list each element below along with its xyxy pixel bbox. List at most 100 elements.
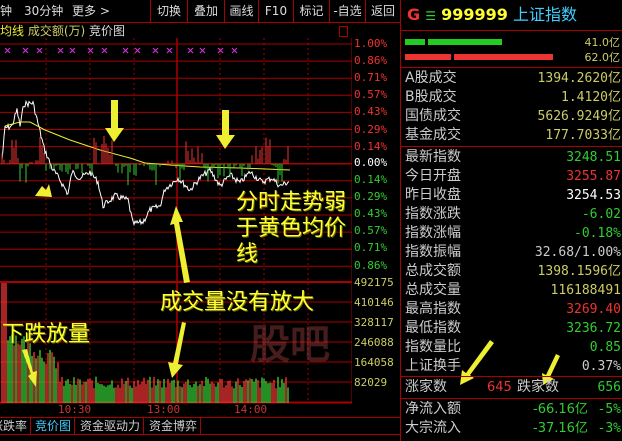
stat-row: 总成交量 116188491	[405, 281, 621, 300]
annotation-weak-trend: 分时走势弱于黄色均价线	[236, 190, 347, 267]
toolbar: 钟 30分钟 更多 > 切换 叠加 画线 F10 标记 -自选 返回	[0, 0, 400, 23]
flow-row: 大宗流入 -37.16亿 -3%	[405, 419, 621, 438]
turnover-row: 国债成交 5626.9249亿	[405, 107, 621, 126]
period-30min[interactable]: 30分钟	[24, 4, 64, 18]
price-axis-label: 0.43%	[354, 207, 388, 221]
intraday-chart	[0, 38, 352, 404]
green-bar-2	[428, 39, 502, 45]
row-value: 3255.87	[566, 169, 621, 184]
f10-button[interactable]: F10	[258, 0, 293, 23]
indicator-bar: 均线 成交额(万) 竞价图	[0, 24, 352, 39]
auction-marker	[152, 47, 159, 54]
row-value: 0.37%	[581, 359, 621, 374]
stat-row: 指数振幅 32.68/1.00%	[405, 243, 621, 262]
row-value: 1398.1596亿	[537, 264, 621, 279]
stat-row: 最低指数 3236.72	[405, 319, 621, 338]
row-label: B股成交	[405, 89, 457, 105]
auction-marker	[4, 47, 11, 54]
tab-rise-fall-rate[interactable]: 涨跌率	[0, 418, 32, 435]
security-code: 999999	[441, 5, 508, 24]
stat-row: 指数涨幅 -0.18%	[405, 224, 621, 243]
row-label: 指数涨幅	[405, 225, 461, 241]
price-axis-label: 0.43%	[354, 105, 388, 119]
flow-pct: -3%	[597, 421, 621, 436]
row-label: 昨日收盘	[405, 187, 461, 203]
row-value: 3248.51	[566, 150, 621, 165]
row-value: 0.85	[589, 340, 621, 355]
tab-fund-drive[interactable]: 资金驱动力	[77, 418, 145, 435]
red-bar-value: 62.0亿	[584, 51, 621, 64]
auction-marker	[199, 47, 206, 54]
green-bar-value: 41.0亿	[584, 36, 621, 49]
arrow-icon	[22, 100, 560, 387]
turnover-row: A股成交 1394.2620亿	[405, 69, 621, 88]
volume-axis-label: 82029	[354, 376, 388, 389]
g-badge: G	[407, 5, 421, 24]
stat-row: 最高指数 3269.40	[405, 300, 621, 319]
row-label: 指数振幅	[405, 244, 461, 260]
down-count: 656	[597, 380, 621, 395]
mark-button[interactable]: 标记	[293, 0, 329, 23]
row-label: 总成交额	[405, 263, 461, 279]
stat-row: 总成交额 1398.1596亿	[405, 262, 621, 281]
row-value: 3254.53	[566, 188, 621, 203]
price-axis-label: 0.57%	[354, 224, 388, 238]
annotation-fall-volume: 下跌放量	[2, 322, 91, 347]
overlay-button[interactable]: 叠加	[187, 0, 224, 23]
security-name: 上证指数	[512, 5, 577, 24]
time-axis-label: 13:00	[147, 403, 181, 416]
auction-marker	[166, 47, 173, 54]
auction-marker	[101, 47, 108, 54]
price-axis-label: 0.71%	[354, 71, 388, 85]
stat-row: 指数涨跌 -6.02	[405, 205, 621, 224]
time-axis-label: 14:00	[234, 403, 268, 416]
maximize-icon[interactable]	[339, 26, 348, 37]
flow-pct: -5%	[597, 402, 621, 417]
price-line	[1, 100, 290, 227]
auction-marker	[122, 47, 129, 54]
breadth-row: 涨家数 645 跌家数 656	[405, 378, 621, 397]
row-value: 3236.72	[566, 321, 621, 336]
flow-value: -66.16亿	[533, 402, 588, 417]
row-label: 上证换手	[405, 358, 461, 374]
avg-line-label: 均线	[0, 24, 25, 38]
period-1min[interactable]: 钟	[0, 4, 13, 18]
price-axis-label: 0.86%	[354, 54, 388, 68]
row-value: 177.7033亿	[545, 128, 621, 143]
turnover-row: 基金成交 177.7033亿	[405, 126, 621, 145]
price-axis-zero: 0.00%	[354, 156, 388, 169]
auction-marker	[36, 47, 43, 54]
red-bar-1	[405, 54, 451, 60]
switch-button[interactable]: 切换	[150, 0, 187, 23]
more-periods[interactable]: 更多 >	[72, 4, 110, 18]
stat-row: 昨日收盘 3254.53	[405, 186, 621, 205]
menu-icon[interactable]: ☰	[425, 9, 436, 23]
tab-fund-game[interactable]: 资金博弈	[146, 418, 202, 435]
draw-line-button[interactable]: 画线	[224, 0, 258, 23]
row-label: 总成交量	[405, 282, 461, 298]
bottom-tabs: 涨跌率 竞价图 资金驱动力 资金博弈	[0, 417, 400, 435]
stat-row: 上证换手 0.37%	[405, 357, 621, 376]
row-value: -6.02	[581, 207, 621, 222]
price-axis-label: 1.00%	[354, 37, 388, 50]
green-bar-1	[405, 39, 425, 45]
auction-marker	[217, 47, 224, 54]
quote-header: G ☰ 999999 上证指数	[407, 5, 577, 26]
row-label: 净流入额	[405, 401, 461, 417]
row-label: 最高指数	[405, 301, 461, 317]
row-label: 大宗流入	[405, 420, 461, 436]
row-label: 最低指数	[405, 320, 461, 336]
back-button[interactable]: 返回	[365, 0, 400, 23]
remove-watchlist-button[interactable]: -自选	[329, 0, 365, 23]
auction-label[interactable]: 竞价图	[89, 24, 126, 38]
red-bar-2	[454, 54, 553, 60]
price-axis-label: 0.57%	[354, 88, 388, 102]
down-count-label: 跌家数	[517, 379, 559, 395]
tab-auction[interactable]: 竞价图	[32, 418, 76, 435]
volume-axis-label: 410146	[354, 296, 394, 309]
price-axis-label: 0.14%	[354, 139, 388, 153]
row-label: 最新指数	[405, 149, 461, 165]
price-axis-label: 0.14%	[354, 173, 388, 186]
volume-axis-label: 492175	[354, 276, 394, 289]
